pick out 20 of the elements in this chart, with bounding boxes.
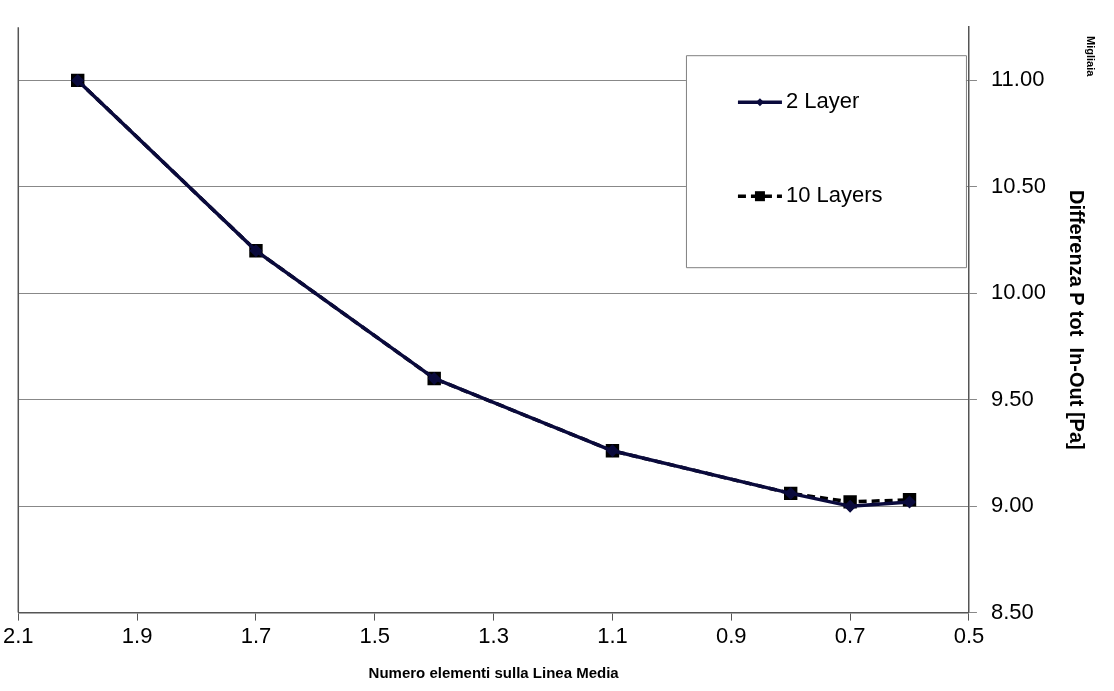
y-tick-label: 11.00 [990,66,1045,92]
x-tick-label: 0.7 [834,622,866,648]
text: Migliaia [1084,36,1097,78]
x-tick-label: 2.1 [2,622,34,648]
x-tick-label: 0.9 [715,622,747,648]
y-tick-label: 10.00 [990,279,1047,305]
x-tick-label: 1.5 [359,622,391,648]
x-tick-label: 1.1 [597,622,628,648]
x-axis-title: Numero elementi sulla Linea Media [368,664,620,682]
legend-label: 2 Layer [785,88,860,114]
y-tick-label: 9.00 [990,492,1034,518]
y-axis-title: Differenza P tot In-Out [Pa] [1066,190,1089,450]
x-tick-label: 1.3 [478,622,509,648]
x-tick-label: 0.5 [953,622,985,648]
y-tick-label: 10.50 [990,172,1047,198]
x-tick-label: 1.9 [121,622,153,648]
y-tick-label: 8.50 [990,598,1034,624]
x-tick-label: 1.7 [240,622,272,648]
legend-label: 10 Layers [785,182,883,208]
y-tick-label: 9.50 [990,385,1034,411]
